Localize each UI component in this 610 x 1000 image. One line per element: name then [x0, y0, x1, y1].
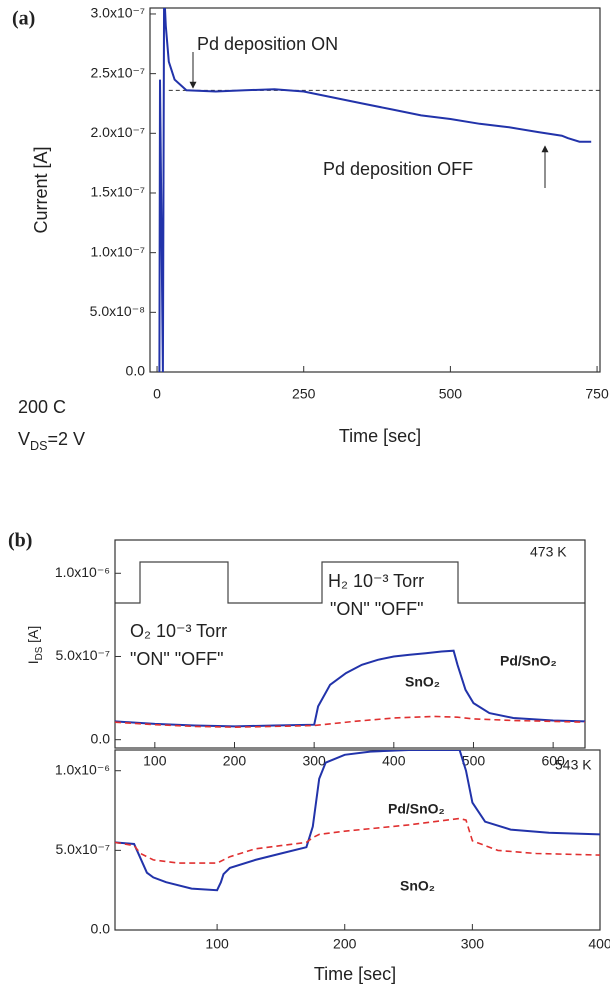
x-tick-label: 100: [205, 936, 229, 952]
y-axis-label-rest: [A]: [25, 626, 41, 647]
y-tick-label: 2.0x10⁻⁷: [91, 124, 146, 140]
annotation: 473 K: [530, 544, 567, 560]
annotation: 200 C: [18, 397, 66, 417]
series-line: [115, 817, 600, 864]
y-tick-label: 1.5x10⁻⁷: [91, 184, 146, 200]
series-line: [115, 649, 585, 728]
annotation: H₂ 10⁻³ Torr: [328, 571, 424, 591]
annotation: Pd deposition OFF: [323, 159, 473, 179]
panel-label: (a): [12, 8, 35, 30]
plot-frame: [114, 539, 586, 749]
condition-sub: DS: [30, 439, 48, 453]
x-axis-label: Time [sec]: [339, 426, 421, 446]
y-axis-label: Current [A]: [31, 146, 51, 233]
series-label: SnO₂: [405, 674, 440, 690]
annotation: O₂ 10⁻³ Torr: [130, 621, 227, 641]
plot-frame: [114, 749, 601, 931]
series-label: Pd/SnO₂: [500, 653, 557, 669]
series-label: Pd/SnO₂: [388, 801, 445, 817]
condition: VDS=2 V: [18, 429, 85, 454]
y-tick-label: 0.0: [91, 730, 111, 746]
plot-frame: [149, 7, 601, 373]
y-axis-label: IDS [A]: [25, 626, 45, 665]
gas-schedule: [115, 561, 585, 604]
x-tick-label: 500: [439, 386, 463, 402]
x-axis-label: Time [sec]: [314, 964, 396, 984]
x-tick-label: 250: [292, 386, 316, 402]
series-line: [115, 750, 600, 892]
y-tick-label: 1.0x10⁻⁶: [55, 761, 110, 777]
y-tick-label: 3.0x10⁻⁷: [91, 5, 146, 21]
y-tick-label: 0.0: [91, 921, 111, 937]
x-tick-label: 0: [153, 386, 161, 402]
y-tick-label: 5.0x10⁻⁸: [90, 303, 145, 319]
y-tick-label: 5.0x10⁻⁷: [56, 647, 111, 663]
annotation: "ON" "OFF": [330, 599, 424, 619]
panel-label: (b): [8, 530, 32, 552]
y-tick-label: 1.0x10⁻⁷: [91, 243, 146, 259]
x-tick-label: 100: [143, 753, 167, 769]
x-tick-label: 750: [585, 386, 609, 402]
annotation: Pd deposition ON: [197, 34, 338, 54]
x-tick-label: 300: [302, 753, 326, 769]
series-line: [158, 8, 592, 372]
x-tick-label: 500: [462, 753, 486, 769]
series-label: SnO₂: [400, 878, 435, 894]
y-tick-label: 0.0: [126, 363, 146, 379]
annotation: "ON" "OFF": [130, 649, 224, 669]
condition-symbol: V: [18, 429, 30, 449]
y-axis-label-sub: DS: [34, 646, 45, 660]
x-tick-label: 600: [541, 753, 565, 769]
y-tick-label: 5.0x10⁻⁷: [56, 841, 111, 857]
x-tick-label: 200: [223, 753, 247, 769]
annotation: 543 K: [555, 757, 592, 773]
y-axis-label-symbol: I: [25, 660, 41, 664]
x-tick-label: 400: [382, 753, 406, 769]
x-tick-label: 400: [588, 936, 610, 952]
y-tick-label: 1.0x10⁻⁶: [55, 564, 110, 580]
series-line: [115, 715, 585, 729]
y-tick-label: 2.5x10⁻⁷: [91, 64, 146, 80]
x-tick-label: 200: [333, 936, 357, 952]
condition-rest: =2 V: [48, 429, 86, 449]
x-tick-label: 300: [461, 936, 485, 952]
